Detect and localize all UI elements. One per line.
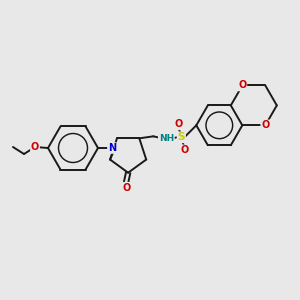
Text: S: S [178,132,185,142]
Text: O: O [174,119,182,129]
Text: O: O [122,183,130,193]
Text: N: N [108,143,116,153]
Text: O: O [180,145,188,155]
Text: O: O [261,120,269,130]
Text: O: O [31,142,39,152]
Text: NH: NH [159,134,174,143]
Text: O: O [238,80,246,91]
